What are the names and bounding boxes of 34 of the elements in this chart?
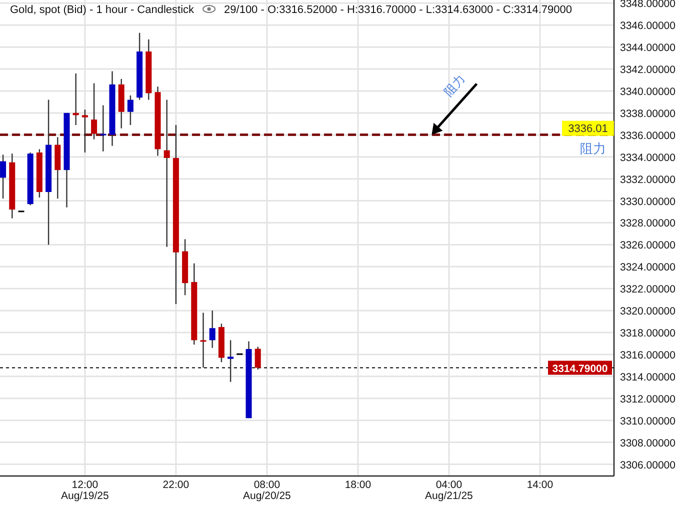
y-tick-label: 3344.00000: [620, 42, 676, 54]
y-tick-label: 3342.00000: [620, 64, 676, 76]
x-tick-label: 18:00: [344, 479, 372, 491]
y-tick-label: 3308.00000: [620, 437, 676, 450]
y-tick-label: 3328.00000: [620, 218, 676, 230]
annotation: 阻力: [580, 140, 606, 156]
y-tick-label: 3312.00000: [620, 393, 676, 406]
y-tick-label: 3336.00000: [620, 130, 676, 142]
y-tick-label: 3322.00000: [620, 284, 676, 296]
y-tick-label: 3324.00000: [620, 262, 676, 274]
y-tick-label: 3338.00000: [620, 108, 676, 120]
y-tick-label: 3310.00000: [620, 415, 676, 428]
y-tick-label: 3332.00000: [620, 174, 676, 186]
y-tick-label: 3320.00000: [620, 306, 676, 318]
x-tick-label: 08:00 Aug/20/25: [243, 479, 292, 502]
y-tick-label: 3318.00000: [620, 328, 676, 340]
y-tick-label: 3346.00000: [620, 20, 676, 32]
y-tick-label: 3314.00000: [620, 371, 676, 384]
chart-subtitle: 29/100 - O:3316.52000 - H:3316.70000 - L:3314.63000 - C:3314.79000: [224, 4, 572, 16]
y-tick-label: 3306.00000: [620, 459, 676, 472]
y-tick-label: 3348.00000: [620, 0, 676, 10]
x-tick-label: 12:00 Aug/19/25: [60, 479, 110, 502]
y-tick-label: 3330.00000: [620, 196, 676, 208]
chart-title: Gold, spot (Bid) - 1 hour - Candlestick: [10, 4, 195, 16]
annotation: 阻力: [442, 72, 468, 99]
x-tick-label: 14:00: [526, 479, 554, 491]
y-tick-label: 3340.00000: [620, 86, 676, 98]
x-tick-label: 22:00: [162, 479, 190, 491]
y-tick-label: 3316.00000: [620, 349, 676, 362]
ref-line-label: 3314.79000: [552, 362, 608, 375]
ref-line-label: 3336.01: [568, 122, 608, 135]
y-tick-label: 3334.00000: [620, 152, 676, 164]
x-tick-label: 04:00 Aug/21/25: [425, 479, 474, 502]
y-tick-label: 3326.00000: [620, 240, 676, 252]
